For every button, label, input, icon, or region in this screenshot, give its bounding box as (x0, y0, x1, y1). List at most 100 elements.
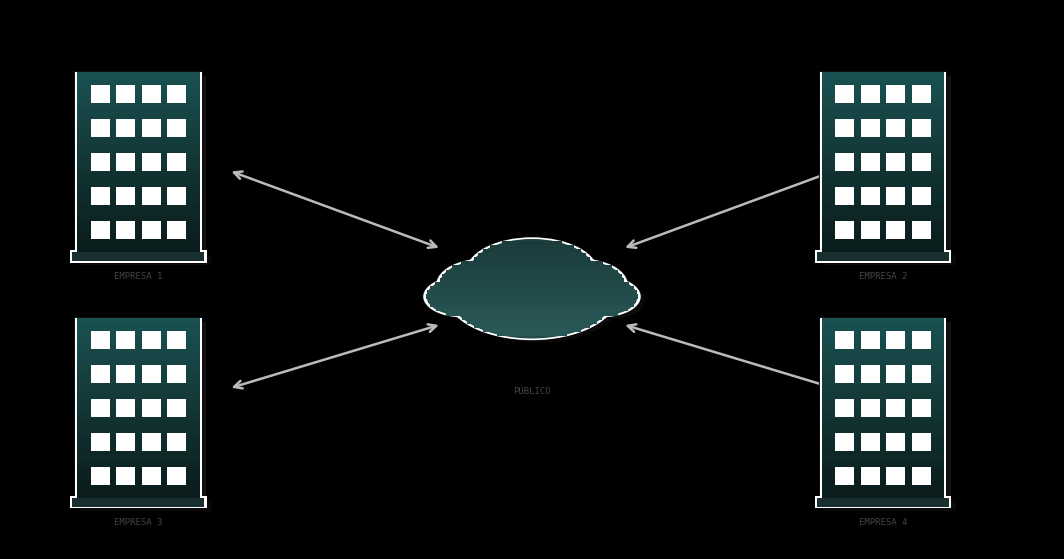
Bar (78, 419, 200, 426)
Bar (142, 433, 161, 451)
Bar (821, 342, 945, 348)
Bar (817, 252, 949, 262)
Bar (821, 162, 945, 168)
Bar (821, 366, 945, 372)
Bar (821, 90, 945, 97)
Bar (475, 282, 589, 287)
Bar (116, 331, 135, 349)
Bar (452, 299, 519, 303)
Bar (821, 354, 945, 361)
Bar (821, 437, 945, 444)
Bar (828, 76, 951, 255)
Bar (821, 197, 945, 204)
Bar (566, 290, 637, 295)
Bar (458, 311, 606, 316)
Bar (90, 221, 110, 239)
Bar (78, 179, 200, 186)
Bar (78, 126, 200, 132)
Bar (828, 322, 951, 501)
Bar (116, 119, 135, 137)
Bar (499, 253, 565, 258)
Bar (484, 290, 580, 295)
Bar (142, 331, 161, 349)
Bar (821, 155, 945, 162)
Bar (78, 168, 200, 174)
Bar (821, 72, 945, 79)
Bar (78, 383, 200, 390)
Bar (468, 266, 596, 270)
Bar (533, 278, 624, 282)
Bar (78, 414, 200, 420)
Bar (450, 290, 614, 295)
Bar (886, 433, 905, 451)
Bar (821, 203, 945, 210)
Bar (116, 399, 135, 417)
Bar (861, 399, 880, 417)
Bar (78, 120, 200, 126)
Circle shape (465, 237, 599, 307)
Bar (434, 282, 491, 287)
Bar (167, 331, 186, 349)
Bar (535, 290, 621, 295)
Bar (450, 299, 614, 303)
Circle shape (422, 276, 503, 318)
Bar (821, 348, 945, 354)
Bar (821, 401, 945, 408)
Bar (821, 318, 945, 325)
Bar (78, 425, 200, 432)
Bar (912, 85, 931, 103)
Bar (78, 239, 200, 245)
Bar (912, 187, 931, 205)
Bar (142, 467, 161, 485)
Bar (78, 108, 200, 115)
Bar (835, 365, 854, 383)
Bar (475, 324, 589, 328)
Bar (821, 144, 945, 150)
Bar (78, 437, 200, 444)
Bar (78, 132, 200, 138)
Bar (483, 328, 581, 332)
Circle shape (449, 252, 615, 338)
Bar (78, 491, 200, 498)
Bar (78, 233, 200, 240)
Bar (817, 498, 949, 508)
Bar (78, 461, 200, 468)
Bar (835, 119, 854, 137)
Bar (821, 449, 945, 456)
Bar (90, 433, 110, 451)
Bar (818, 317, 947, 499)
Bar (78, 396, 200, 402)
Text: EMPRESA 2: EMPRESA 2 (859, 272, 908, 281)
Bar (78, 84, 200, 91)
Bar (427, 295, 499, 299)
Circle shape (434, 282, 506, 320)
Bar (446, 269, 526, 274)
Bar (821, 84, 945, 91)
Bar (824, 501, 955, 511)
Bar (142, 221, 161, 239)
Bar (78, 342, 200, 348)
Bar (428, 299, 498, 303)
Bar (478, 253, 586, 258)
Bar (436, 307, 489, 311)
Circle shape (445, 249, 619, 340)
Bar (821, 120, 945, 126)
Bar (821, 491, 945, 498)
Bar (861, 433, 880, 451)
Bar (821, 239, 945, 245)
Bar (912, 119, 931, 137)
Bar (821, 108, 945, 115)
Text: PÚBLICO: PÚBLICO (513, 387, 551, 396)
Bar (821, 209, 945, 216)
Bar (78, 150, 200, 156)
Bar (821, 383, 945, 390)
Bar (467, 319, 597, 324)
Bar (533, 286, 624, 291)
Bar (116, 187, 135, 205)
Circle shape (469, 239, 595, 305)
Bar (78, 348, 200, 354)
Bar (439, 282, 532, 287)
Bar (582, 278, 620, 282)
Bar (116, 85, 135, 103)
Bar (78, 485, 200, 491)
